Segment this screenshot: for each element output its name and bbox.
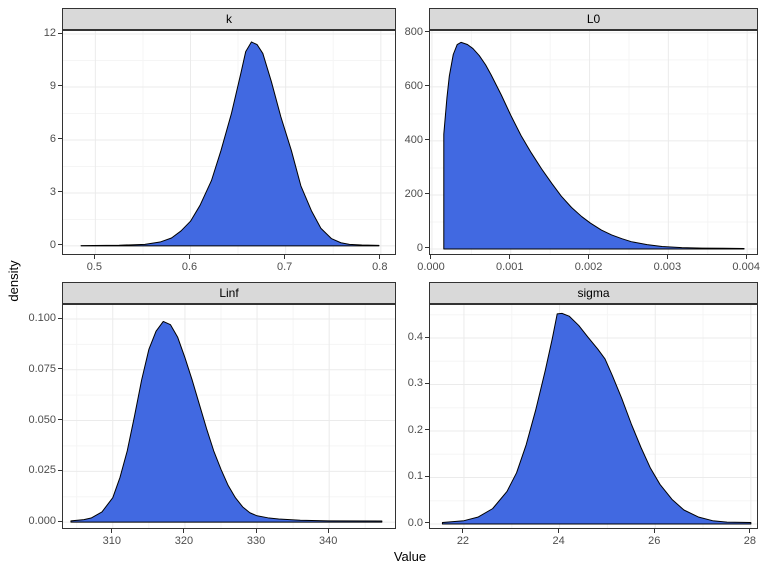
x-tick-label: 0.5 (86, 261, 102, 273)
facet-strip: k (62, 8, 396, 30)
y-tick-label: 0 (49, 238, 56, 251)
x-tick-label: 0.6 (181, 261, 198, 273)
density-plot-canvas (430, 31, 757, 254)
y-tick-mark (425, 336, 429, 338)
x-tick-label: 0.001 (496, 261, 524, 273)
y-tick-label: 0.0 (407, 516, 423, 529)
y-tick-mark (58, 85, 62, 87)
x-tick-label: 22 (456, 535, 470, 547)
y-axis-title: density (6, 260, 21, 302)
x-tick-label: 340 (319, 535, 338, 547)
x-tick-mark (558, 529, 560, 533)
y-tick-mark (425, 522, 429, 524)
x-tick-label: 0.004 (732, 261, 760, 273)
y-tick-label: 0.100 (28, 312, 56, 324)
x-tick-label: 0.000 (417, 261, 445, 273)
y-tick-label: 0.4 (407, 331, 423, 343)
y-tick-mark (425, 139, 429, 141)
x-tick-mark (379, 255, 381, 259)
x-tick-label: 0.002 (574, 261, 603, 273)
x-tick-mark (284, 255, 286, 259)
x-tick-label: 0.7 (277, 261, 293, 273)
y-tick-label: 0.050 (28, 413, 56, 426)
x-tick-mark (588, 255, 590, 259)
density-plot-canvas (63, 31, 395, 254)
density-plot-canvas (430, 305, 757, 528)
y-tick-label: 600 (404, 79, 423, 92)
x-axis-title: Value (393, 549, 427, 564)
x-tick-mark (189, 255, 190, 259)
x-tick-mark (255, 529, 257, 533)
y-tick-label: 0.075 (28, 362, 56, 375)
x-tick-mark (430, 255, 432, 259)
density-curve (80, 41, 380, 247)
y-tick-label: 0.2 (407, 423, 423, 436)
y-tick-mark (425, 429, 429, 431)
x-tick-label: 0.003 (653, 261, 682, 273)
x-tick-mark (509, 255, 511, 259)
y-tick-mark (58, 32, 62, 34)
y-tick-mark (58, 244, 62, 246)
x-tick-mark (745, 255, 747, 259)
y-tick-label: 9 (49, 79, 56, 92)
density-curve (441, 312, 752, 525)
y-tick-mark (58, 317, 62, 319)
density-curve (70, 320, 383, 523)
y-tick-label: 0 (416, 241, 423, 254)
y-tick-mark (58, 191, 62, 193)
y-tick-mark (425, 31, 429, 33)
x-tick-label: 26 (648, 535, 661, 547)
y-tick-mark (58, 138, 62, 140)
x-tick-label: 320 (174, 535, 194, 547)
facet-strip: sigma (429, 282, 758, 304)
y-tick-mark (425, 247, 429, 249)
facet-panel (429, 30, 758, 255)
x-tick-mark (462, 529, 464, 533)
x-tick-mark (183, 529, 185, 533)
x-tick-mark (327, 529, 329, 533)
x-tick-label: 310 (102, 535, 121, 547)
y-tick-mark (425, 85, 429, 87)
facet-title: k (226, 12, 232, 26)
density-plot-canvas (63, 305, 395, 528)
y-tick-label: 3 (49, 185, 56, 198)
x-tick-mark (749, 529, 751, 533)
y-tick-mark (58, 368, 62, 370)
y-tick-label: 12 (43, 27, 56, 39)
y-tick-label: 6 (49, 132, 56, 145)
facet-panel (429, 304, 758, 529)
density-curve (443, 41, 745, 250)
facet-title: Linf (219, 286, 239, 300)
x-tick-label: 0.8 (372, 261, 388, 273)
x-tick-label: 24 (552, 535, 565, 547)
facet-panel (62, 304, 396, 529)
x-tick-mark (653, 529, 655, 533)
facet-panel (62, 30, 396, 255)
facet-strip: L0 (429, 8, 758, 30)
facet-strip: Linf (62, 282, 396, 304)
y-tick-label: 200 (404, 187, 423, 200)
y-tick-label: 400 (404, 133, 423, 146)
x-tick-label: 28 (743, 535, 756, 547)
x-tick-mark (666, 255, 668, 259)
y-tick-label: 0.3 (407, 377, 423, 390)
y-tick-mark (425, 475, 429, 477)
x-tick-mark (111, 529, 113, 533)
facet-title: L0 (586, 12, 601, 26)
y-tick-mark (425, 193, 429, 195)
y-tick-label: 0.025 (28, 464, 56, 477)
y-tick-mark (58, 520, 62, 522)
x-tick-label: 330 (246, 535, 266, 547)
y-tick-mark (58, 419, 62, 421)
y-tick-label: 0.1 (407, 470, 423, 483)
y-tick-mark (58, 469, 62, 471)
y-tick-mark (425, 382, 429, 384)
x-tick-mark (93, 255, 95, 259)
y-tick-label: 0.000 (28, 515, 56, 528)
facet-title: sigma (577, 286, 610, 300)
y-tick-label: 800 (404, 25, 423, 38)
